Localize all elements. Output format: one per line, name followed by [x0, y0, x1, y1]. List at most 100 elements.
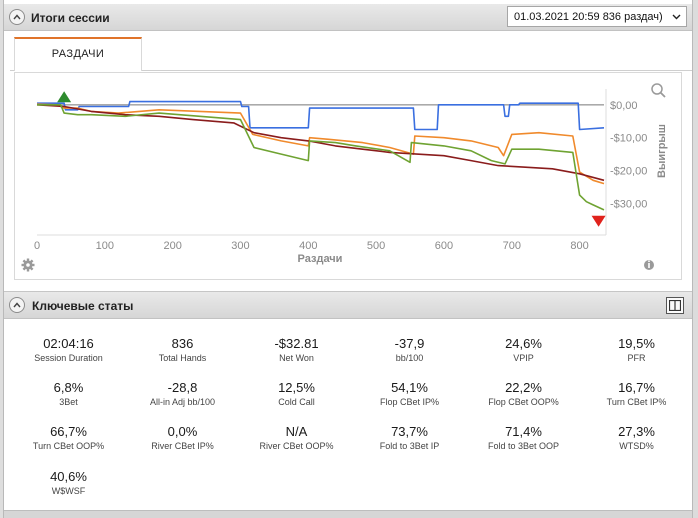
- stat-label: River CBet OOP%: [259, 441, 334, 451]
- stat-label: PFR: [627, 353, 646, 363]
- gear-icon[interactable]: [21, 258, 35, 272]
- stat-value: 22,2%: [505, 380, 542, 395]
- stat-label: VPIP: [513, 353, 534, 363]
- series-line-3: [37, 103, 605, 211]
- x-axis-label: Раздачи: [298, 253, 343, 265]
- chevron-up-icon: [13, 14, 21, 20]
- key-stats-title: Ключевые статы: [32, 299, 134, 313]
- stat-item: 22,2% Flop CBet OOP%: [467, 380, 580, 407]
- stat-item: -$32.81 Net Won: [240, 336, 353, 363]
- stat-label: 3Bet: [59, 397, 78, 407]
- stat-item: 24,6% VPIP: [467, 336, 580, 363]
- left-edge-strip: [0, 0, 4, 518]
- stat-value: 66,7%: [50, 424, 87, 439]
- stat-value: 40,6%: [50, 469, 87, 484]
- stat-item: 02:04:16 Session Duration: [12, 336, 125, 363]
- bottom-panel-edge: [4, 510, 692, 518]
- max-marker: [57, 91, 72, 103]
- stat-item: 6,8% 3Bet: [12, 380, 125, 407]
- stat-label: Turn CBet IP%: [606, 397, 667, 407]
- y-tick-label: -$30,00: [610, 198, 647, 210]
- x-tick-label: 400: [299, 240, 317, 252]
- stat-item: 73,7% Fold to 3Bet IP: [353, 424, 466, 451]
- stat-item: 71,4% Fold to 3Bet OOP: [467, 424, 580, 451]
- tabs-bar: РАЗДАЧИ: [10, 35, 692, 71]
- stat-item: N/A River CBet OOP%: [240, 424, 353, 451]
- y-tick-label: -$20,00: [610, 165, 647, 177]
- session-summary-title: Итоги сессии: [31, 11, 110, 25]
- x-tick-label: 0: [34, 240, 40, 252]
- stat-label: WTSD%: [619, 441, 654, 451]
- chevron-down-icon: [672, 14, 681, 20]
- stat-label: Fold to 3Bet IP: [379, 441, 440, 451]
- stat-item: 12,5% Cold Call: [240, 380, 353, 407]
- stat-label: Flop CBet OOP%: [488, 397, 559, 407]
- collapse-stats-button[interactable]: [9, 297, 25, 313]
- stat-label: Total Hands: [158, 353, 207, 363]
- tab-hands-label: РАЗДАЧИ: [51, 48, 105, 60]
- stat-label: Cold Call: [278, 397, 315, 407]
- stat-item: 27,3% WTSD%: [580, 424, 693, 451]
- session-select-dropdown[interactable]: 01.03.2021 20:59 836 раздач): [507, 6, 687, 27]
- stat-item: -37,9 bb/100: [353, 336, 466, 363]
- winnings-chart-panel: 0 100 200 300 400 500 600 700 800 $0,00 -$10,00 -$…: [14, 72, 682, 280]
- stat-label: W$WSF: [51, 486, 86, 496]
- stat-value: 54,1%: [391, 380, 428, 395]
- winnings-chart: 0 100 200 300 400 500 600 700 800 $0,00 -$10,00 -$…: [21, 83, 668, 272]
- stat-item: 40,6% W$WSF: [12, 469, 125, 496]
- stat-label: Fold to 3Bet OOP: [487, 441, 560, 451]
- stat-label: Session Duration: [34, 353, 103, 363]
- stat-value: 02:04:16: [43, 336, 94, 351]
- stat-label: All-in Adj bb/100: [149, 397, 216, 407]
- key-stats-header: Ключевые статы: [4, 291, 692, 319]
- tab-hands[interactable]: РАЗДАЧИ: [14, 37, 142, 71]
- x-tick-label: 100: [96, 240, 114, 252]
- x-tick-label: 800: [570, 240, 588, 252]
- key-stats-grid: 02:04:16 Session Duration 836 Total Hands -$…: [4, 322, 692, 512]
- x-tick-label: 500: [367, 240, 385, 252]
- info-icon[interactable]: [644, 260, 654, 270]
- zoom-icon[interactable]: [651, 83, 666, 98]
- stat-label: Flop CBet IP%: [379, 397, 440, 407]
- stat-value: 71,4%: [505, 424, 542, 439]
- stat-value: N/A: [285, 424, 308, 439]
- y-tick-label: $0,00: [610, 100, 638, 112]
- right-scrollbar[interactable]: [692, 0, 698, 518]
- stat-value: 6,8%: [53, 380, 84, 395]
- min-marker: [591, 215, 606, 227]
- stat-value: 19,5%: [618, 336, 655, 351]
- stat-item: 66,7% Turn CBet OOP%: [12, 424, 125, 451]
- split-view-icon: [669, 300, 681, 311]
- stat-item: 19,5% PFR: [580, 336, 693, 363]
- stat-value: 16,7%: [618, 380, 655, 395]
- x-tick-label: 300: [231, 240, 249, 252]
- x-tick-label: 600: [435, 240, 453, 252]
- stat-label: Net Won: [279, 353, 314, 363]
- y-axis-label: Выигрыш: [656, 124, 668, 178]
- stat-label: bb/100: [395, 353, 424, 363]
- stat-item: -28,8 All-in Adj bb/100: [126, 380, 239, 407]
- stat-item: 16,7% Turn CBet IP%: [580, 380, 693, 407]
- stat-value: 73,7%: [391, 424, 428, 439]
- stat-label: River CBet IP%: [151, 441, 214, 451]
- stat-item: 836 Total Hands: [126, 336, 239, 363]
- stat-value: 836: [171, 336, 194, 351]
- stat-label: Turn CBet OOP%: [32, 441, 105, 451]
- stat-item: 0,0% River CBet IP%: [126, 424, 239, 451]
- stat-item: 54,1% Flop CBet IP%: [353, 380, 466, 407]
- x-tick-label: 700: [503, 240, 521, 252]
- x-tick-label: 200: [163, 240, 181, 252]
- stat-value: 0,0%: [167, 424, 198, 439]
- chevron-up-icon: [13, 302, 21, 308]
- collapse-session-button[interactable]: [9, 9, 25, 25]
- stat-value: -28,8: [167, 380, 198, 395]
- stat-value: -37,9: [394, 336, 425, 351]
- stat-value: 24,6%: [505, 336, 542, 351]
- stat-value: -$32.81: [274, 336, 319, 351]
- stats-layout-button[interactable]: [666, 297, 684, 314]
- stat-value: 12,5%: [278, 380, 315, 395]
- stat-value: 27,3%: [618, 424, 655, 439]
- y-tick-label: -$10,00: [610, 133, 647, 145]
- series-line-0: [37, 100, 605, 131]
- session-select-value: 01.03.2021 20:59 836 раздач): [514, 11, 663, 23]
